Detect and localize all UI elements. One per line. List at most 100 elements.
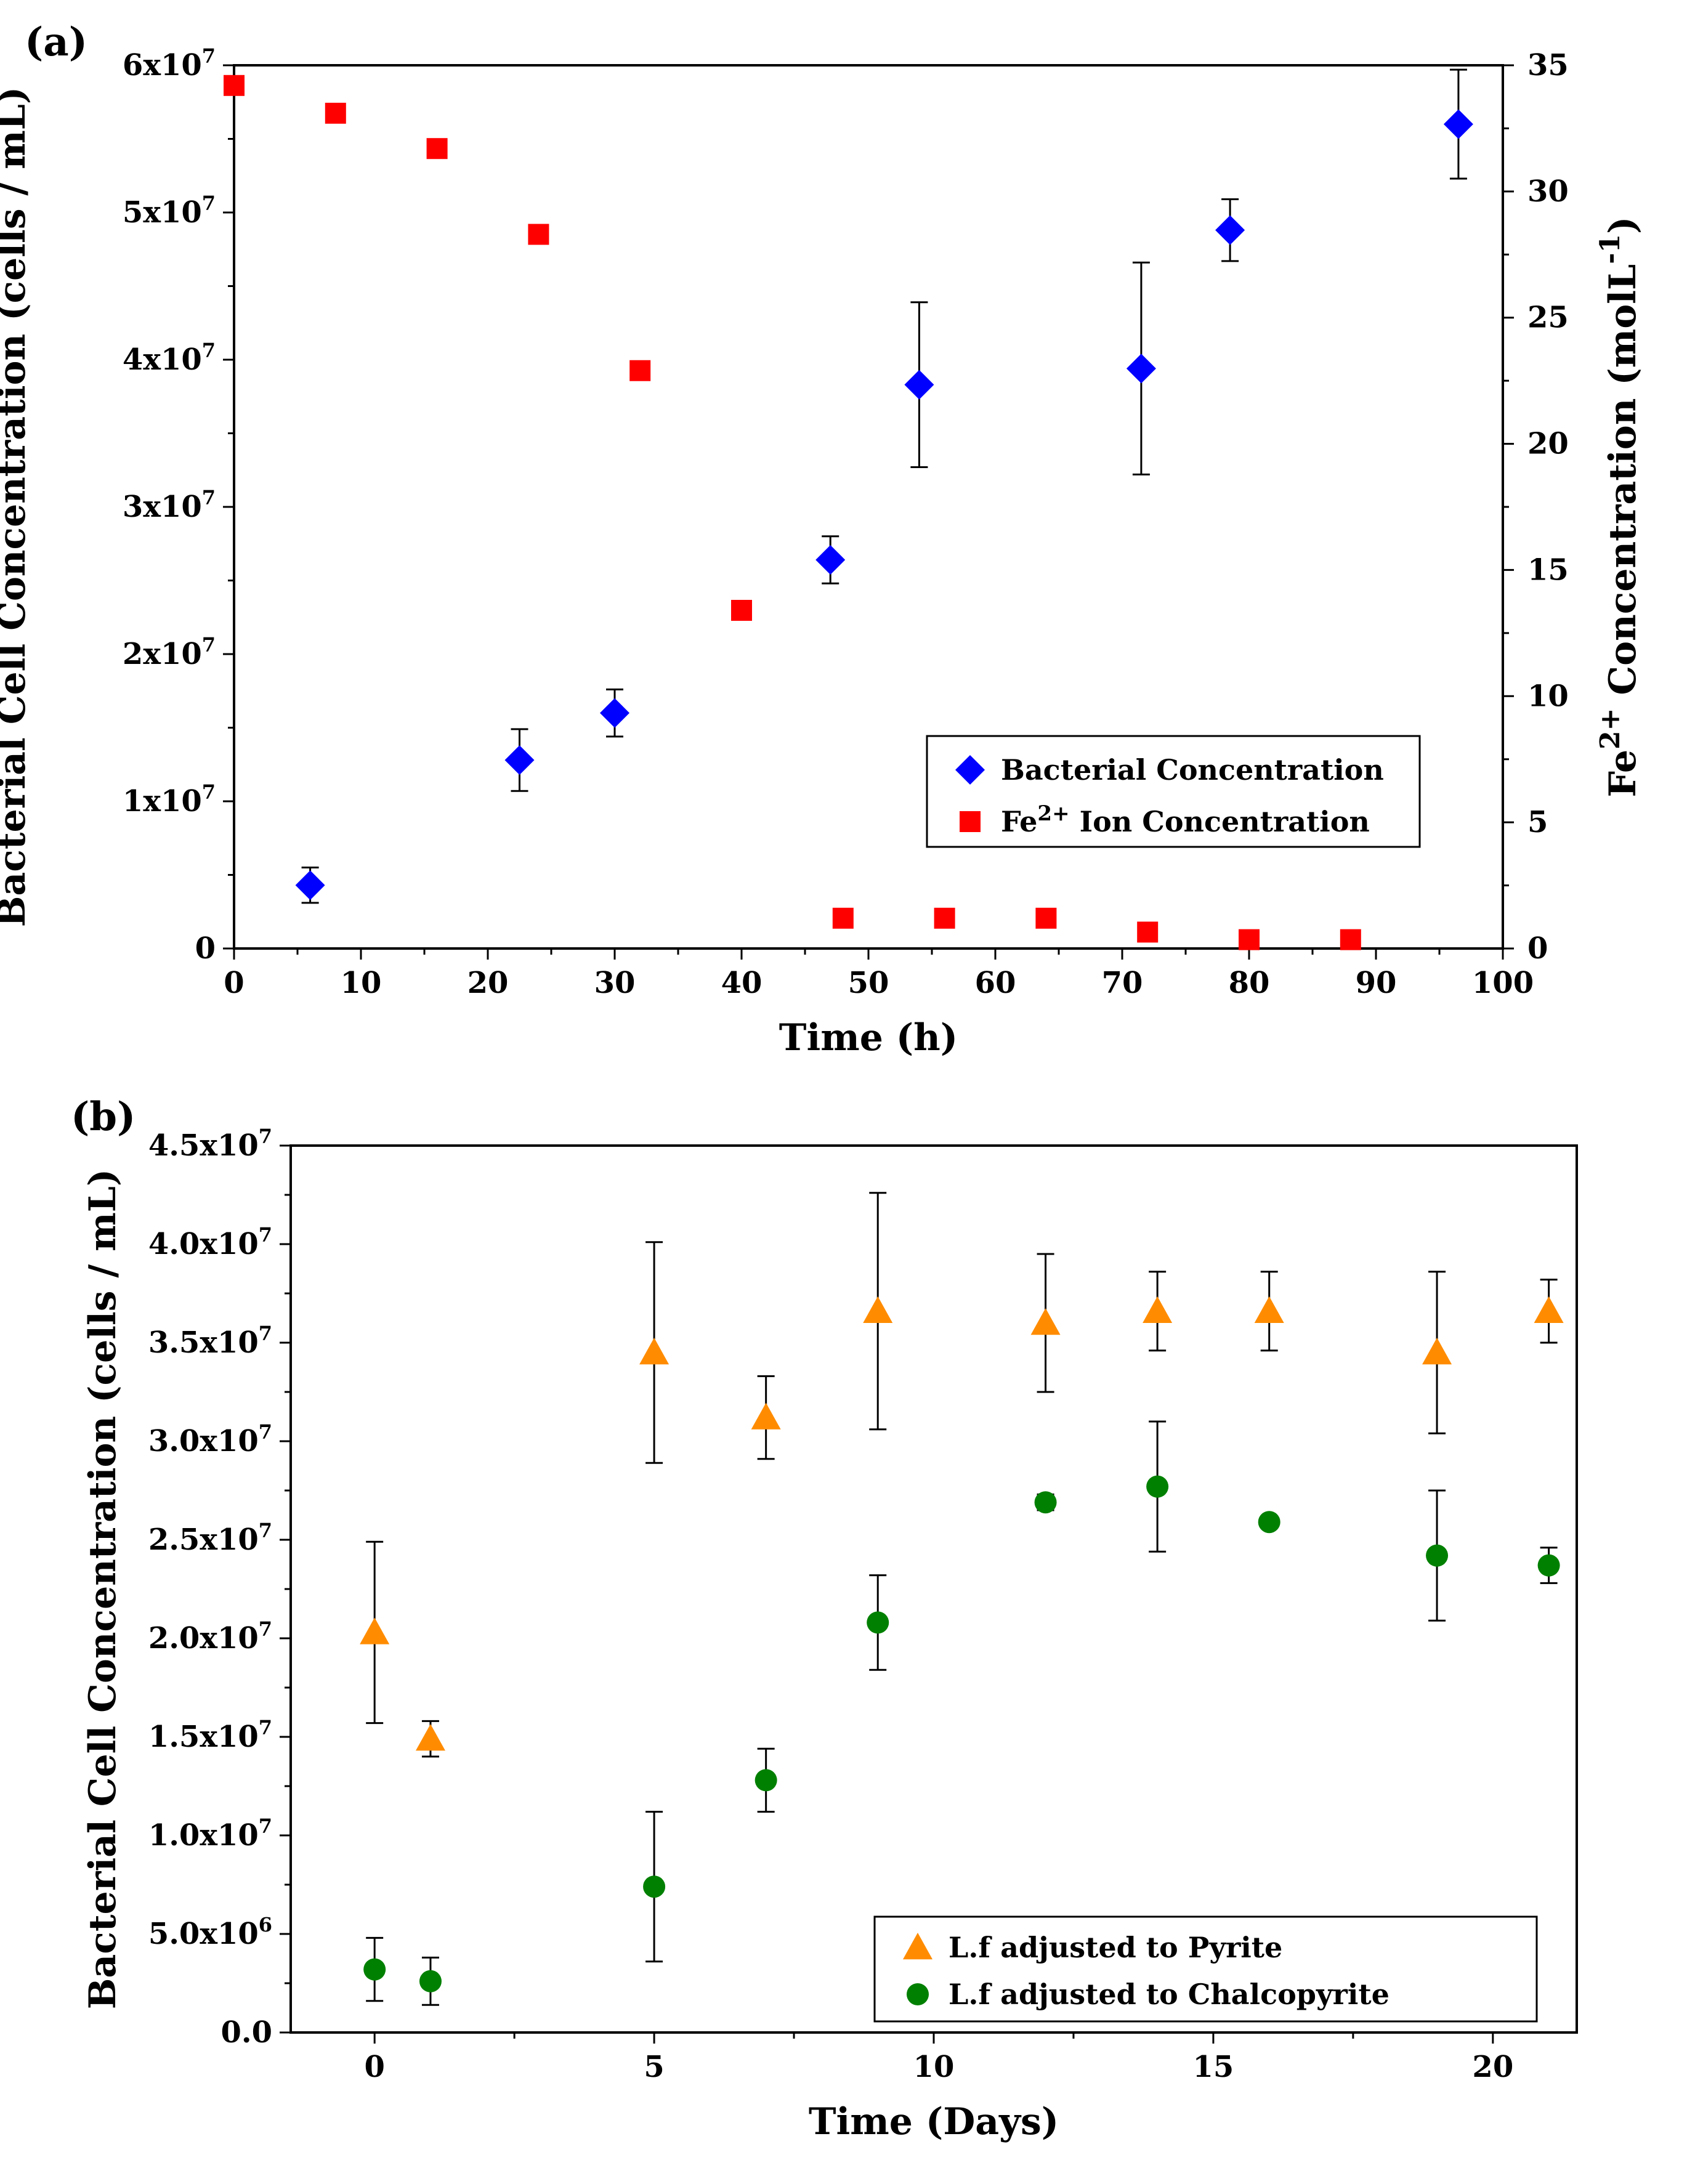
y-tick-label: 2.5x107 bbox=[148, 1519, 272, 1557]
y-tick-exponent: 7 bbox=[202, 780, 216, 804]
y-tick-mantissa: 3.0x10 bbox=[148, 1424, 259, 1458]
y-tick-label: 4.0x107 bbox=[148, 1223, 272, 1261]
y-tick-mantissa: 1x10 bbox=[123, 784, 202, 819]
data-point-triangle bbox=[1534, 1296, 1564, 1323]
y-tick-mantissa: 3x10 bbox=[123, 490, 202, 524]
y-tick-label: 0.0 bbox=[220, 2015, 272, 2050]
data-point-diamond bbox=[815, 545, 846, 575]
y-tick-exponent: 7 bbox=[202, 486, 216, 509]
data-point-diamond bbox=[600, 698, 629, 728]
y-tick-mantissa: 2.5x10 bbox=[148, 1523, 259, 1557]
y-tick-exponent: 7 bbox=[259, 1814, 272, 1838]
data-point-square bbox=[934, 907, 955, 929]
data-point-diamond bbox=[1215, 215, 1245, 245]
data-point-triangle bbox=[1030, 1308, 1061, 1335]
panel-label: (a) bbox=[25, 19, 87, 65]
data-point-triangle bbox=[639, 1338, 670, 1365]
data-point-square bbox=[731, 599, 752, 621]
data-point-triangle bbox=[863, 1296, 893, 1323]
data-point-diamond bbox=[295, 870, 325, 900]
data-point-square bbox=[325, 102, 346, 124]
y-tick-label: 3.5x107 bbox=[148, 1322, 272, 1360]
data-point-circle bbox=[1034, 1491, 1057, 1514]
x-tick-label: 40 bbox=[721, 966, 763, 1000]
y-axis-label: Bacterial Cell Concentration (cells / mL… bbox=[0, 87, 34, 928]
legend-label-part: Ion Concentration bbox=[1070, 805, 1370, 838]
legend-box bbox=[926, 735, 1421, 848]
y-tick-label: 5.0x106 bbox=[148, 1913, 272, 1951]
y-tick-exponent: 7 bbox=[202, 192, 216, 215]
y2-label-part: Concentration (molL bbox=[1601, 264, 1645, 708]
y2-tick-label: 35 bbox=[1527, 48, 1569, 83]
panel-a-chart: 0 10 20 30 40 50 60 70 80 90 10001x1072x1073x1074x… bbox=[0, 19, 1645, 1059]
data-point-diamond bbox=[1126, 354, 1156, 384]
y2-tick-label: 10 bbox=[1527, 679, 1569, 713]
data-point-circle bbox=[1537, 1554, 1560, 1577]
data-point-square bbox=[1035, 907, 1057, 929]
y-tick-label: 4x107 bbox=[123, 339, 216, 377]
x-tick-label: 0 bbox=[224, 966, 244, 1000]
y-tick-exponent: 7 bbox=[259, 1420, 272, 1444]
y-tick-exponent: 7 bbox=[259, 1322, 272, 1345]
y-tick-mantissa: 4x10 bbox=[123, 342, 202, 377]
legend-label-part: L.f adjusted to Chalcopyrite bbox=[949, 1978, 1390, 2011]
data-point-square bbox=[1340, 929, 1361, 950]
y2-tick-label: 20 bbox=[1527, 427, 1569, 461]
x-tick-label: 10 bbox=[913, 2050, 955, 2084]
y2-tick-label: 0 bbox=[1527, 931, 1548, 966]
legend-label-part: Fe bbox=[1001, 805, 1037, 838]
y-tick-label: 3.0x107 bbox=[148, 1420, 272, 1458]
x-tick-label: 50 bbox=[848, 966, 889, 1000]
y2-label-superscript: -1 bbox=[1595, 234, 1626, 264]
y-tick-label: 1.0x107 bbox=[148, 1814, 272, 1853]
y-tick-label: 2x107 bbox=[123, 633, 216, 671]
y-tick-exponent: 7 bbox=[259, 1617, 272, 1641]
data-point-circle bbox=[643, 1875, 666, 1898]
y-tick-exponent: 6 bbox=[259, 1913, 272, 1936]
y-tick-mantissa: 1.0x10 bbox=[148, 1818, 259, 1853]
data-point-triangle bbox=[1254, 1296, 1284, 1323]
data-point-diamond bbox=[504, 745, 535, 775]
y-tick-mantissa: 5x10 bbox=[123, 195, 202, 230]
data-point-square bbox=[426, 138, 448, 160]
y2-tick-label: 15 bbox=[1527, 552, 1569, 587]
legend-label: Bacterial Concentration bbox=[1001, 753, 1384, 787]
x-tick-label: 30 bbox=[594, 966, 636, 1000]
x-tick-label: 90 bbox=[1356, 966, 1397, 1000]
y-tick-mantissa: 0.0 bbox=[220, 2015, 272, 2050]
y-tick-exponent: 7 bbox=[202, 633, 216, 657]
x-tick-label: 60 bbox=[975, 966, 1016, 1000]
data-point-square bbox=[224, 75, 245, 96]
y-tick-label: 6x107 bbox=[123, 44, 216, 83]
data-point-triangle bbox=[751, 1402, 781, 1430]
data-point-square bbox=[629, 360, 651, 381]
x-tick-label: 100 bbox=[1472, 966, 1534, 1000]
x-tick-label: 5 bbox=[644, 2050, 664, 2084]
y-axis-label: Bacterial Cell Concentration (cells / mL… bbox=[81, 1169, 124, 2010]
series-diamond bbox=[295, 68, 1473, 904]
series-triangle bbox=[360, 1192, 1564, 1758]
x-tick-label: 20 bbox=[1472, 2050, 1513, 2084]
data-point-circle bbox=[1426, 1544, 1449, 1567]
y2-tick-label: 5 bbox=[1527, 805, 1548, 839]
legend-marker-diamond bbox=[955, 755, 985, 785]
data-point-triangle bbox=[415, 1724, 445, 1751]
panel-label: (b) bbox=[71, 1094, 136, 1140]
x-axis-label: Time (h) bbox=[779, 1016, 958, 1059]
data-point-circle bbox=[1258, 1511, 1280, 1534]
legend-box bbox=[873, 1915, 1538, 2023]
legend-label-superscript: 2+ bbox=[1037, 801, 1069, 826]
data-point-square bbox=[1137, 921, 1159, 943]
legend: L.f adjusted to Pyrite L.f adjusted to Ch… bbox=[873, 1915, 1538, 2023]
y2-axis-label: Fe2+ Concentration (molL-1) bbox=[1595, 217, 1645, 798]
y2-label-part: ) bbox=[1601, 217, 1645, 234]
data-point-square bbox=[528, 224, 549, 245]
data-point-square bbox=[1239, 929, 1260, 950]
y-tick-mantissa: 6x10 bbox=[123, 48, 202, 83]
data-point-square bbox=[832, 907, 854, 929]
y-tick-label: 1.5x107 bbox=[148, 1716, 272, 1754]
legend-label-part: L.f adjusted to Pyrite bbox=[949, 1931, 1282, 1964]
y-tick-exponent: 7 bbox=[259, 1223, 272, 1247]
